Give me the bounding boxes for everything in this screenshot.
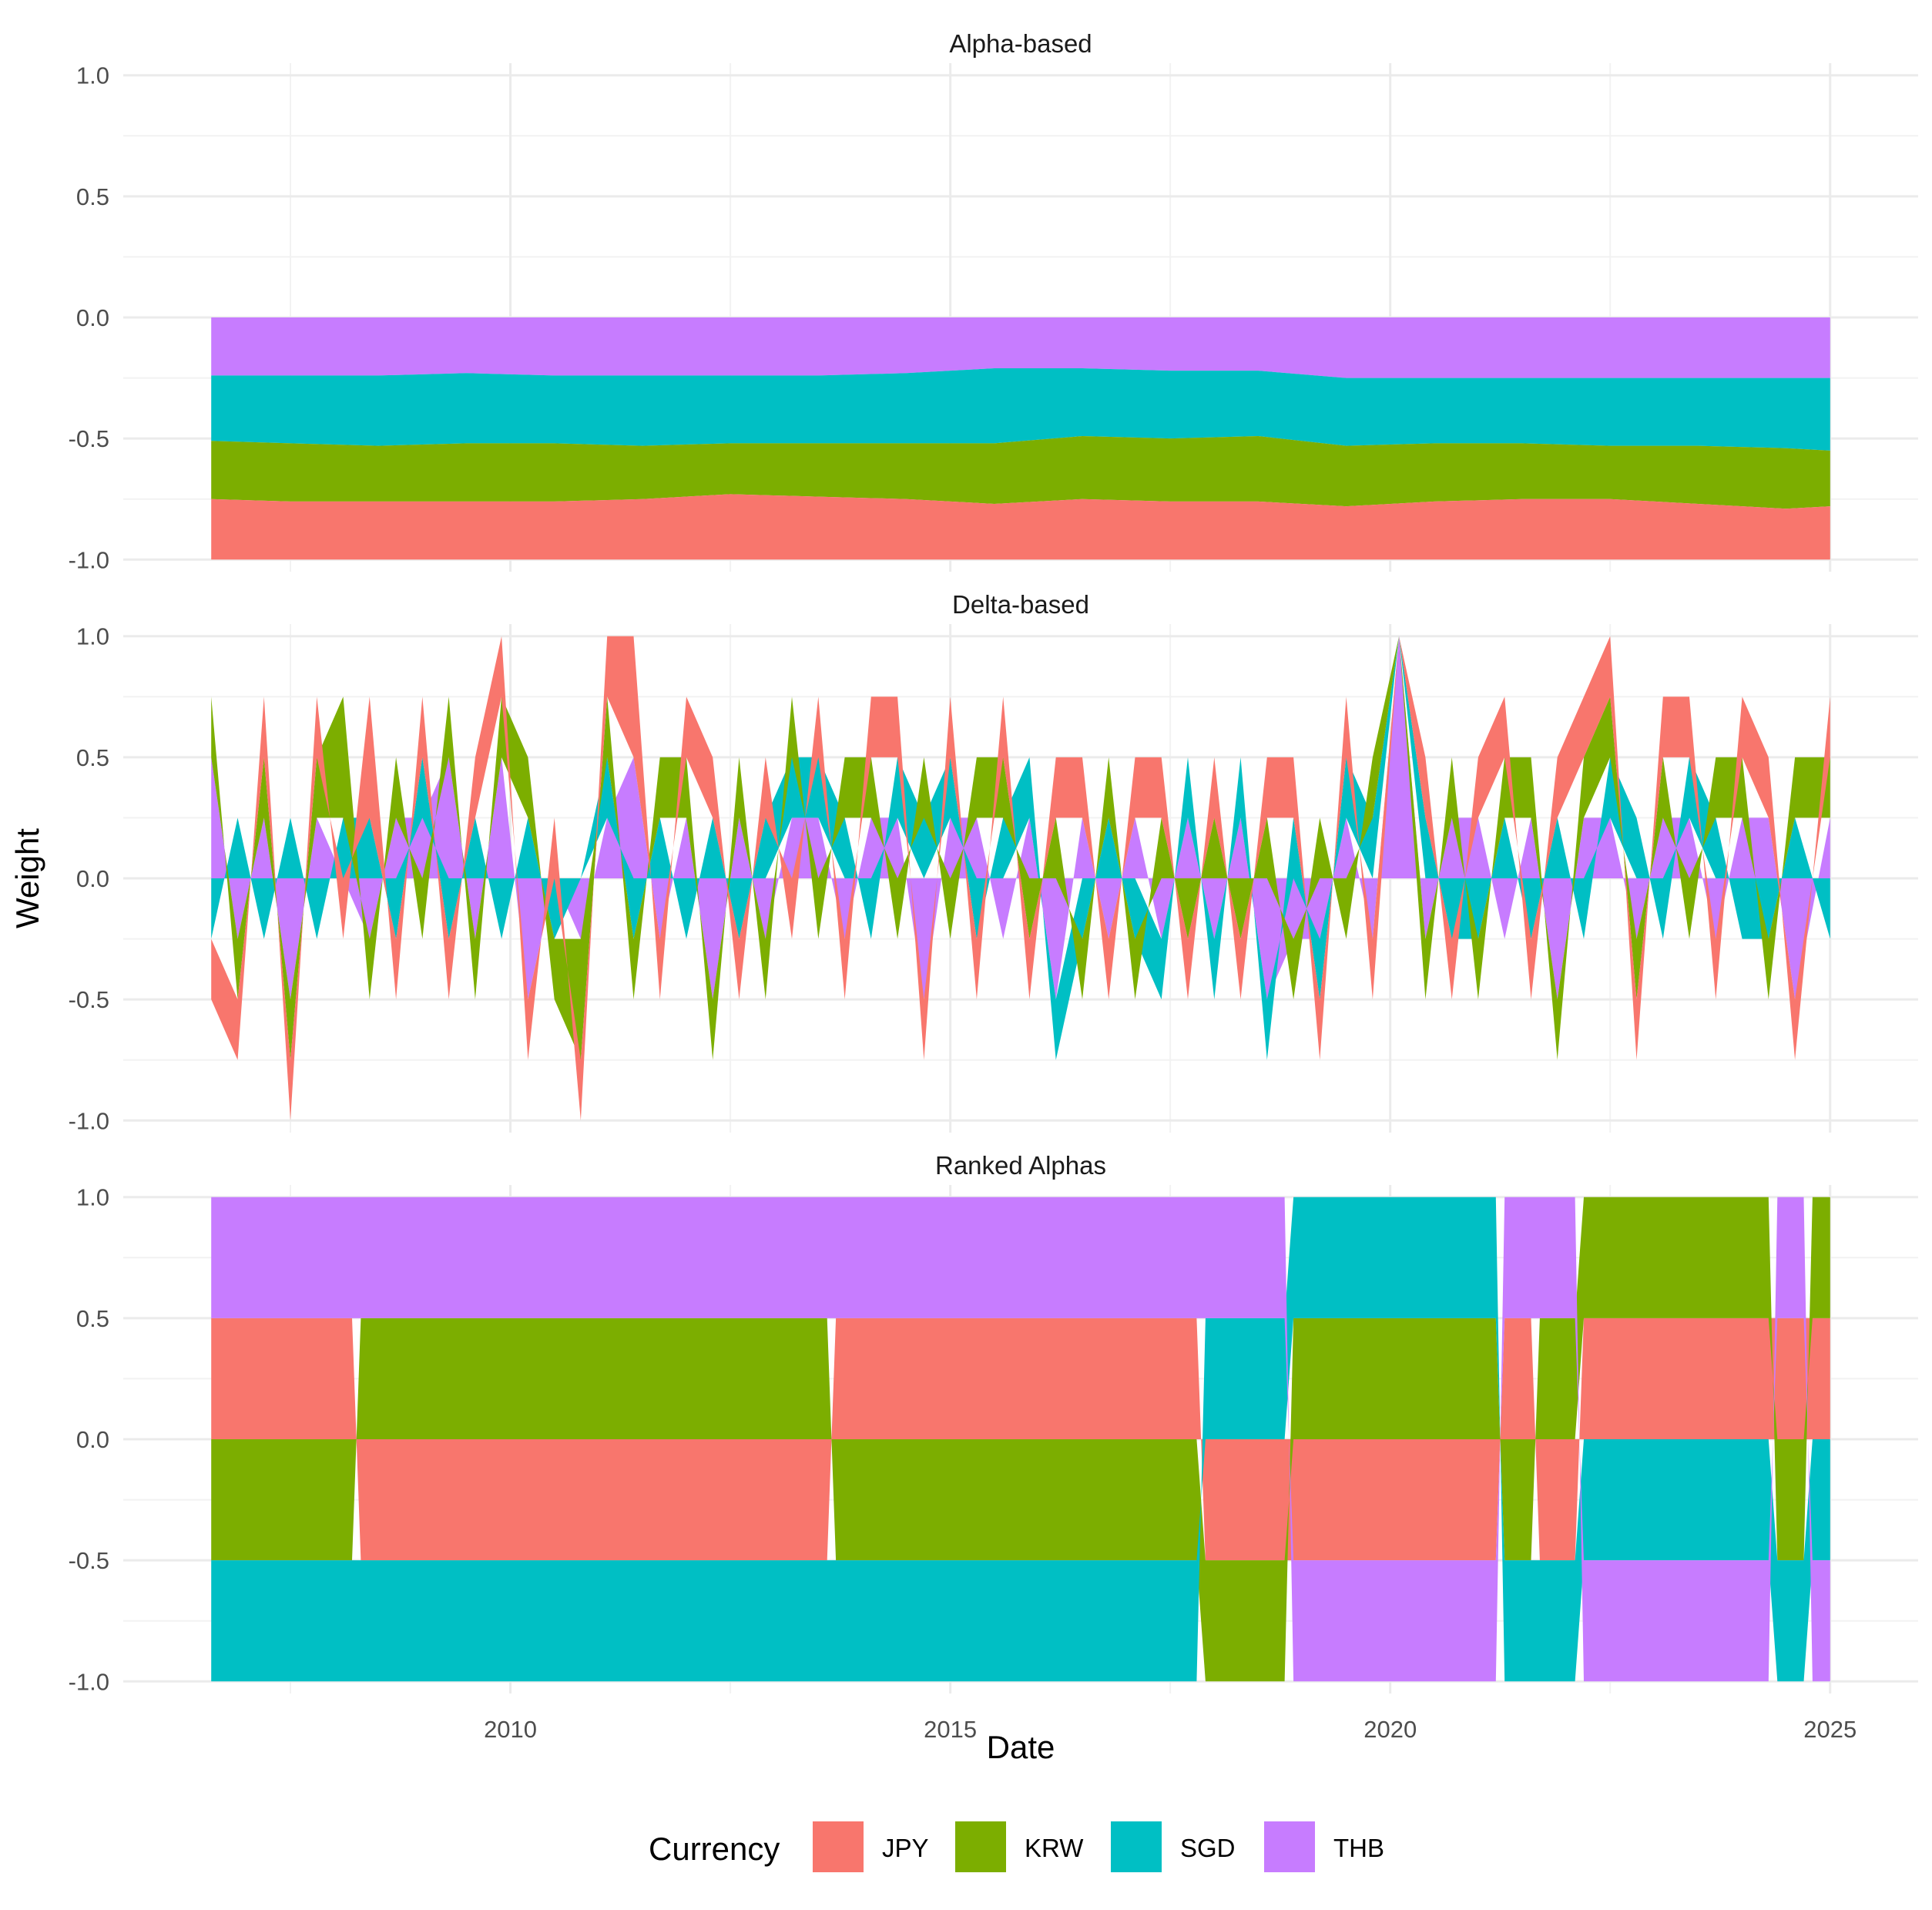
y-tick-label: 0.0 — [76, 1426, 109, 1453]
legend-entry-krw: KRW — [955, 1821, 1084, 1872]
x-tick-label: 2010 — [484, 1716, 537, 1743]
panel-title: Alpha-based — [949, 29, 1092, 58]
y-tick-label: 1.0 — [76, 62, 109, 89]
legend-label: KRW — [1025, 1834, 1084, 1862]
area-series-sgd — [211, 636, 1830, 1060]
y-tick-label: 0.5 — [76, 1305, 109, 1332]
y-tick-label: -1.0 — [69, 1668, 109, 1695]
panels: Alpha-based 1.0 0.5 0.0 -0.5 -1.0 Delta-based 1… — [69, 29, 1918, 1743]
area-series-krw — [211, 636, 1830, 1060]
y-tick-label: -0.5 — [69, 1547, 109, 1574]
area-series-sgd — [211, 368, 1830, 451]
legend-label: THB — [1333, 1834, 1384, 1862]
area-series-jpy — [211, 494, 1830, 560]
area-series-sgd — [211, 1197, 1830, 1682]
legend-key-sgd — [1111, 1821, 1162, 1872]
panel-delta-based: Delta-based 1.0 0.5 0.0 -0.5 -1.0 — [69, 590, 1918, 1134]
area-series-thb — [211, 636, 1830, 1000]
x-tick-label: 2015 — [924, 1716, 977, 1743]
legend-key-krw — [955, 1821, 1006, 1872]
area-series-krw — [211, 436, 1830, 509]
legend-label: SGD — [1180, 1834, 1236, 1862]
y-tick-label: 1.0 — [76, 1184, 109, 1211]
y-tick-label: 0.5 — [76, 183, 109, 210]
legend: Currency JPY KRW SGD THB — [649, 1821, 1384, 1872]
legend-entry-sgd: SGD — [1111, 1821, 1236, 1872]
x-tick-label: 2020 — [1363, 1716, 1417, 1743]
panel-ranked-alphas: Ranked Alphas 1.0 0.5 0.0 -0.5 -1.0 2010 2015 20… — [69, 1151, 1918, 1743]
legend-key-jpy — [813, 1821, 864, 1872]
y-tick-label: 0.0 — [76, 865, 109, 892]
legend-entry-thb: THB — [1264, 1821, 1384, 1872]
area-series-krw — [211, 1197, 1830, 1682]
y-tick-label: 0.5 — [76, 744, 109, 771]
y-tick-label: -1.0 — [69, 546, 109, 573]
x-axis-title: Date — [987, 1729, 1055, 1765]
legend-title: Currency — [649, 1831, 780, 1867]
y-tick-label: 0.0 — [76, 304, 109, 331]
y-axis-title: Weight — [9, 828, 45, 928]
y-tick-label: -0.5 — [69, 986, 109, 1013]
panel-alpha-based: Alpha-based 1.0 0.5 0.0 -0.5 -1.0 — [69, 29, 1918, 573]
panel-title: Delta-based — [952, 590, 1089, 619]
area-series-thb — [211, 317, 1830, 378]
y-tick-label: -1.0 — [69, 1107, 109, 1134]
y-tick-label: 1.0 — [76, 623, 109, 650]
panel-title: Ranked Alphas — [935, 1151, 1106, 1180]
legend-entry-jpy: JPY — [813, 1821, 929, 1872]
area-series-thb — [211, 1197, 1830, 1682]
x-tick-label: 2025 — [1803, 1716, 1857, 1743]
legend-key-thb — [1264, 1821, 1315, 1872]
legend-label: JPY — [882, 1834, 929, 1862]
y-tick-label: -0.5 — [69, 425, 109, 452]
